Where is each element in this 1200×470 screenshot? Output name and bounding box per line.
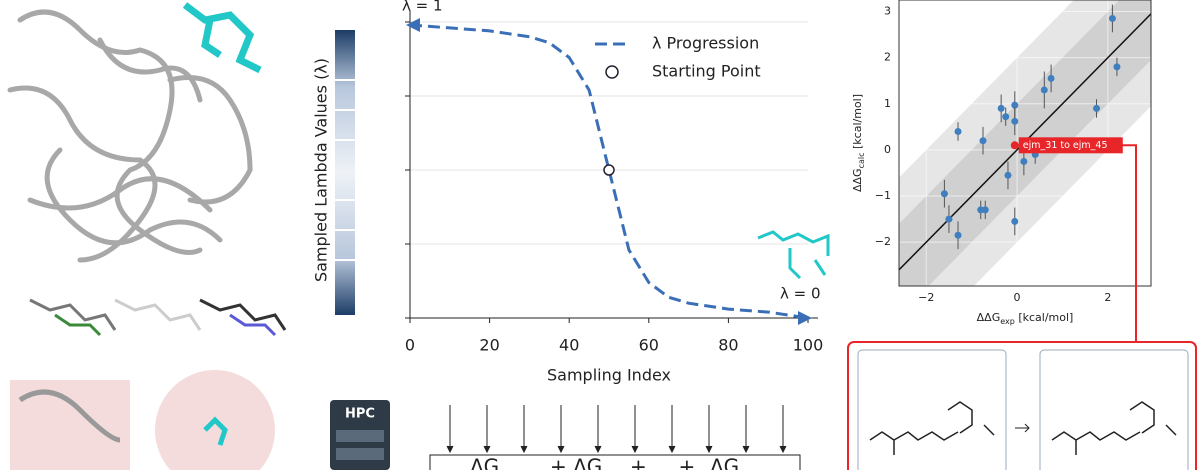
point	[1011, 101, 1019, 109]
arrowhead	[798, 311, 812, 325]
work-arrowhead	[631, 445, 639, 454]
legend-marker	[605, 65, 619, 79]
annotation-label: ejm_31 to ejm_45	[1023, 140, 1108, 151]
x-tick-label: 100	[793, 336, 824, 355]
ligand-render	[182, 2, 262, 74]
axis-label-unit: [kcal/mol]	[851, 94, 864, 153]
lambda-one-label: λ = 1	[402, 0, 443, 15]
point	[954, 127, 962, 135]
axis-label-main: ΔΔG	[977, 311, 1001, 324]
x-tick-label: 20	[479, 336, 499, 355]
work-arrowhead	[742, 445, 750, 454]
molecule-panel	[857, 349, 1007, 470]
ligand-overlays	[29, 298, 287, 337]
molecule-drawings	[869, 401, 1177, 455]
colorbar-stripes	[335, 79, 355, 261]
axis-label-sub: exp	[1000, 317, 1015, 326]
y-tick-label: 1	[884, 97, 891, 110]
y-tick-label: 3	[884, 5, 891, 18]
axis-label-sub: calc	[857, 153, 866, 169]
work-arrowhead	[668, 445, 676, 454]
point	[1047, 74, 1055, 82]
lambda-chart: 0 20 40 60 80 100 Sampling Index Sampled Lambda…	[312, 0, 830, 385]
point	[1011, 217, 1019, 225]
hpc-label: HPC	[345, 407, 375, 422]
legend-label: λ Progression	[652, 34, 759, 53]
plot-frame	[898, 0, 1152, 287]
x-tick-label: 60	[639, 336, 659, 355]
hpc-icon: HPC	[330, 400, 390, 470]
molecule-panel	[1039, 349, 1189, 470]
solvated-boxes	[10, 370, 275, 470]
point	[1011, 117, 1019, 125]
x-tick-label: 2	[1104, 291, 1111, 304]
y-tick-label: −1	[875, 189, 891, 202]
axis-label-unit: [kcal/mol]	[1015, 311, 1074, 324]
annotation-box	[1018, 137, 1123, 154]
x-tick-label: 0	[1014, 291, 1021, 304]
point	[1113, 63, 1121, 71]
line-series	[409, 23, 809, 320]
point	[1002, 113, 1010, 121]
point	[1020, 157, 1028, 165]
transform-arrow	[1015, 423, 1030, 433]
legend-label: Starting Point	[652, 62, 761, 81]
work-arrowhead	[520, 445, 528, 454]
point	[1040, 86, 1048, 94]
work-arrowhead	[446, 445, 454, 454]
work-arrowhead	[779, 445, 787, 454]
highlight-box	[847, 341, 1197, 470]
x-tick-label: 0	[405, 336, 415, 355]
axis-label: ΔΔGcalc [kcal/mol]	[851, 94, 866, 192]
point	[981, 206, 989, 214]
y-tick-label: 2	[884, 51, 891, 64]
axis-label: ΔΔGexp [kcal/mol]	[977, 311, 1074, 326]
work-arrowhead	[557, 445, 565, 454]
y-axis-label: Sampled Lambda Values (λ)	[312, 58, 331, 282]
formula: ΔG + ΔG + ... + ΔG	[470, 455, 739, 470]
formula-term: ΔG	[710, 455, 739, 470]
x-axis-label: Sampling Index	[547, 366, 671, 385]
protein-render	[7, 9, 253, 263]
axis-spines	[409, 10, 818, 319]
x-tick-label: 40	[559, 336, 579, 355]
point	[954, 231, 962, 239]
formula-term: ΔG	[470, 455, 499, 470]
point	[1108, 14, 1116, 22]
point	[997, 104, 1005, 112]
axis-label-main: ΔΔG	[851, 168, 864, 192]
y-tick-label: 0	[884, 143, 891, 156]
point	[979, 137, 987, 145]
point	[945, 215, 953, 223]
work-arrowhead	[594, 445, 602, 454]
start-point	[603, 164, 615, 176]
work-arrowhead	[483, 445, 491, 454]
point	[1093, 104, 1101, 112]
y-tick-label: −2	[875, 235, 891, 248]
point	[1004, 171, 1012, 179]
arrowhead	[406, 17, 420, 32]
x-tick-label: −2	[918, 291, 934, 304]
molecule-icon	[757, 230, 830, 280]
lambda-zero-label: λ = 0	[780, 285, 821, 303]
point	[940, 190, 948, 198]
x-tick-label: 80	[718, 336, 738, 355]
formula-term: + ΔG	[550, 455, 602, 470]
formula-term: + ... +	[630, 455, 695, 470]
colorbar	[335, 30, 355, 315]
work-arrows	[429, 405, 801, 470]
work-arrowhead	[705, 445, 713, 454]
highlight-point	[1010, 141, 1019, 150]
